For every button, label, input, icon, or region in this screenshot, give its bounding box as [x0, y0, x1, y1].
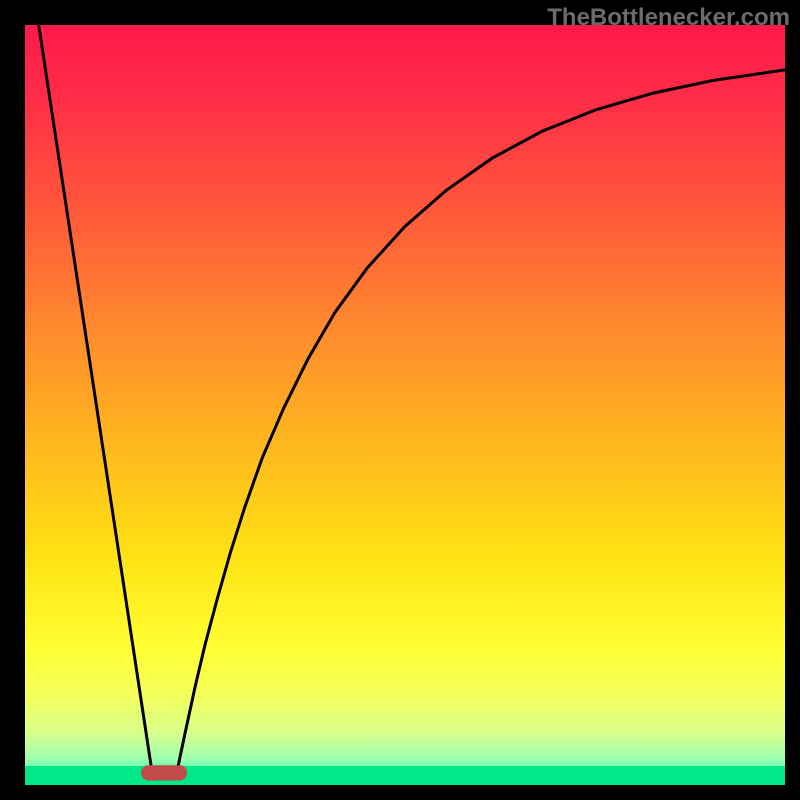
- green-band: [25, 766, 785, 785]
- chart-container: TheBottlenecker.com: [0, 0, 800, 800]
- left-curve: [39, 25, 152, 771]
- curve-layer: [25, 25, 785, 785]
- right-curve: [177, 70, 785, 771]
- watermark: TheBottlenecker.com: [547, 4, 790, 32]
- plot-area: [25, 25, 785, 785]
